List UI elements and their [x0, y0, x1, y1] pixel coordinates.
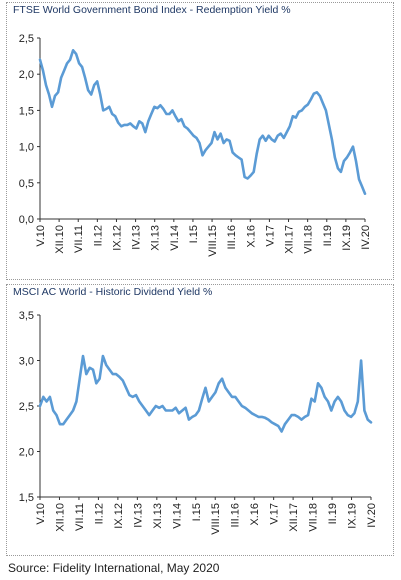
dividend-yield-y-tick-label: 2,0 — [19, 447, 34, 459]
dividend-yield-y-tick-label: 3,5 — [19, 310, 34, 322]
bond-yield-x-tick-label: V.17 — [264, 225, 276, 247]
bond-yield-chart-title: FTSE World Government Bond Index - Redem… — [13, 4, 291, 16]
dividend-yield-x-tick-label: V.17 — [269, 503, 281, 525]
bond-yield-chart-panel: FTSE World Government Bond Index - Redem… — [6, 2, 394, 280]
dividend-yield-x-tick-label: IX.12 — [113, 503, 125, 529]
bond-yield-y-tick-label: 1,5 — [19, 105, 34, 117]
bond-yield-x-tick-label: IX.19 — [341, 225, 353, 251]
bond-yield-x-tick-label: II.19 — [322, 225, 334, 246]
dividend-yield-x-tick-label: II.12 — [93, 503, 105, 524]
bond-yield-series-line — [38, 48, 367, 195]
bond-yield-x-tick-label: VII.11 — [73, 225, 85, 253]
bond-yield-x-tick-label: IV.13 — [131, 225, 143, 250]
source-note: Source: Fidelity International, May 2020 — [8, 561, 220, 575]
bond-yield-x-tick-label: II.12 — [92, 225, 104, 246]
bond-yield-y-tick-label: 2,5 — [19, 33, 34, 45]
dividend-yield-x-tick-label: V.10 — [35, 503, 47, 525]
dividend-yield-x-tick-label: XII.17 — [288, 503, 300, 532]
dividend-yield-y-tick-label: 1,5 — [19, 492, 34, 504]
bond-yield-x-tick-label: IV.20 — [360, 225, 372, 250]
bond-yield-x-tick-label: VIII.15 — [207, 225, 219, 257]
dividend-yield-chart-title: MSCI AC World - Historic Dividend Yield … — [13, 286, 213, 298]
bond-yield-x-tick-label: VI.14 — [169, 225, 181, 251]
bond-yield-x-tick-label: III.16 — [226, 225, 238, 249]
dividend-yield-y-tick-label: 2,5 — [19, 401, 34, 413]
dividend-yield-x-tick-label: IX.19 — [347, 503, 359, 529]
bond-yield-y-tick-label: 0,5 — [19, 178, 34, 190]
dividend-yield-series-line — [38, 354, 373, 433]
dividend-yield-x-tick-label: XI.13 — [152, 503, 164, 529]
dividend-yield-x-tick-label: I.15 — [191, 503, 203, 521]
dividend-yield-x-tick-label: VI.14 — [171, 503, 183, 529]
dividend-yield-x-tick-label: VII.18 — [308, 503, 320, 532]
bond-yield-x-tick-label: X.16 — [245, 225, 257, 248]
bond-yield-x-tick-label: XII.10 — [54, 225, 66, 254]
bond-yield-x-tick-label: I.15 — [188, 225, 200, 243]
dividend-yield-x-tick-label: VII.11 — [74, 503, 86, 531]
bond-yield-x-tick-label: V.10 — [35, 225, 47, 247]
dividend-yield-x-tick-label: IV.13 — [132, 503, 144, 528]
bond-yield-x-tick-label: IX.12 — [111, 225, 123, 251]
dividend-yield-x-tick-label: IV.20 — [366, 503, 378, 528]
bond-yield-x-tick-label: XII.17 — [284, 225, 296, 254]
dividend-yield-chart: 1,5 2,0 2,5 3,0 3,5 V.10 XII.10 VII.11 II.12 IX.1… — [19, 310, 378, 535]
bond-yield-y-tick-label: 0,0 — [19, 214, 34, 226]
bond-yield-y-tick-label: 1,0 — [19, 142, 34, 154]
dividend-yield-y-tick-label: 3,0 — [19, 356, 34, 368]
bond-yield-chart: 0,0 0,5 1,0 1,5 2,0 2,5 V.10 XII.10 VII.11 II.12 I… — [19, 33, 372, 257]
dividend-yield-chart-panel: MSCI AC World - Historic Dividend Yield … — [6, 284, 394, 556]
bond-yield-x-tick-label: VII.18 — [303, 225, 315, 254]
dividend-yield-x-tick-label: XII.10 — [54, 503, 66, 532]
dividend-yield-x-tick-label: III.16 — [230, 503, 242, 527]
dividend-yield-x-tick-label: X.16 — [249, 503, 261, 526]
bond-yield-y-tick-label: 2,0 — [19, 69, 34, 81]
dividend-yield-x-tick-label: VIII.15 — [210, 503, 222, 535]
bond-yield-x-tick-label: XI.13 — [150, 225, 162, 251]
dividend-yield-x-tick-label: II.19 — [327, 503, 339, 524]
